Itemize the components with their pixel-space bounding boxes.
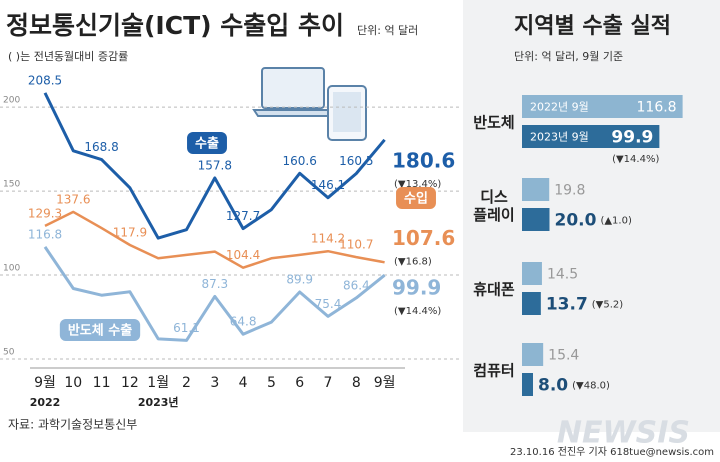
x-tick-label: 4 [239, 375, 248, 391]
tag-box [396, 187, 436, 209]
value-label: 104.4 [226, 248, 260, 262]
change-label: (▲1.0) [600, 216, 631, 227]
x-tick-label: 11 [93, 375, 111, 391]
bar [522, 208, 550, 231]
value-label: 86.4 [343, 278, 370, 292]
value-label: 157.8 [198, 159, 232, 173]
series-tag: 반도체 수출 [59, 319, 141, 341]
value-label: 116.8 [637, 100, 677, 116]
bar [522, 95, 683, 118]
value-label: 114.2 [311, 232, 345, 246]
y-tick-label: 150 [3, 180, 20, 190]
tag-box [187, 132, 227, 154]
x-tick-label: 1월 [147, 375, 169, 391]
value-label: 20.0 [555, 211, 597, 231]
category-label: 휴대폰 [473, 281, 515, 299]
value-label: 15.4 [548, 348, 579, 364]
value-label: 110.7 [339, 238, 373, 252]
legend-label: 2023년 9월 [530, 131, 589, 144]
change-label: (▼14.4%) [394, 306, 441, 317]
legend-label: 2022년 9월 [530, 101, 589, 114]
value-label: 13.7 [546, 295, 588, 315]
x-tick-label: 5 [267, 375, 276, 391]
right-title: 지역별 수출 실적 [514, 14, 671, 39]
right-subtitle: 단위: 억 달러, 9월 기준 [514, 50, 623, 63]
change-label: (▼48.0) [572, 381, 610, 392]
value-label: 89.9 [286, 273, 313, 287]
value-label: 208.5 [28, 73, 62, 87]
year-label: 2023년 [138, 395, 179, 409]
x-tick-label: 6 [295, 375, 304, 391]
x-tick-label: 7 [324, 375, 333, 391]
series-line [43, 246, 386, 342]
series-tag: 수입 [396, 187, 436, 209]
value-label: 168.8 [84, 140, 118, 154]
bar [522, 178, 550, 201]
value-label: 19.8 [554, 183, 585, 199]
x-tick-label: 12 [121, 375, 139, 391]
value-label: 137.6 [56, 192, 90, 206]
bar [522, 343, 544, 366]
unit: 단위: 억 달러 [357, 24, 418, 37]
y-tick-label: 200 [3, 96, 20, 106]
value-label: 64.8 [230, 315, 257, 329]
value-label: 75.4 [315, 297, 342, 311]
x-tick-label: 3 [210, 375, 219, 391]
value-label: 160.6 [283, 154, 317, 168]
bar [522, 125, 660, 148]
value-label: 160.5 [339, 154, 373, 168]
end-value-label: 107.6 [392, 226, 455, 250]
value-label: 8.0 [538, 376, 568, 396]
tag-label: 반도체 수출 [68, 323, 132, 339]
value-label: 14.5 [547, 267, 578, 283]
change-label: (▼14.4%) [612, 154, 659, 165]
change-label: (▼5.2) [592, 300, 623, 311]
value-label: 127.7 [226, 209, 260, 223]
change-label: (▼13.4%) [394, 179, 441, 190]
end-value-label: 99.9 [392, 276, 441, 300]
watermark: NEWSIS [557, 416, 690, 451]
credit: 23.10.16 전진우 기자 618tue@newsis.com [510, 446, 714, 458]
y-tick-label: 50 [3, 348, 15, 358]
y-tick-label: 100 [3, 264, 20, 274]
change-label: (▼16.8) [394, 256, 432, 267]
device-icon [252, 67, 367, 141]
x-tick-label: 10 [64, 375, 82, 391]
series-line [43, 92, 386, 240]
value-label: 146.1 [311, 178, 345, 192]
category-label: 디스 플레이 [473, 188, 514, 224]
category-label: 컴퓨터 [473, 362, 514, 380]
tag-label: 수출 [195, 136, 219, 152]
source: 자료: 과학기술정보통신부 [8, 418, 137, 432]
tag-label: 수입 [404, 192, 428, 207]
category-label: 반도체 [473, 114, 514, 132]
x-tick-label: 9월 [34, 375, 56, 391]
x-tick-label: 9월 [374, 375, 396, 391]
value-label: 99.9 [611, 128, 653, 148]
value-label: 117.9 [113, 226, 147, 240]
bar [522, 373, 533, 396]
bar [522, 262, 542, 285]
value-label: 87.3 [201, 277, 228, 291]
value-label: 116.8 [28, 227, 62, 241]
series-tag: 수출 [187, 132, 227, 154]
year-label: 2022 [30, 396, 61, 409]
bar [522, 292, 541, 315]
series-line [44, 210, 385, 269]
note: ( )는 전년동월대비 증감률 [8, 50, 128, 63]
left-title: 정보통신기술(ICT) 수출입 추이 [6, 11, 344, 40]
value-label: 129.3 [28, 206, 62, 220]
tag-box [59, 319, 141, 341]
value-label: 61.1 [173, 321, 200, 335]
x-tick-label: 2 [182, 375, 191, 391]
right-panel [463, 0, 720, 432]
x-tick-label: 8 [352, 375, 361, 391]
end-value-label: 180.6 [392, 148, 455, 172]
